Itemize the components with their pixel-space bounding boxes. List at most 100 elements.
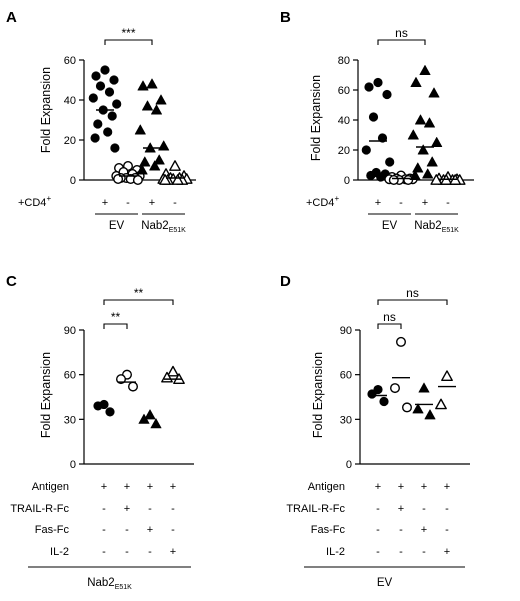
group-label: Nab2E51K [87, 577, 132, 591]
data-point [382, 89, 392, 100]
group-label: EV [377, 577, 393, 589]
y-tick-label: 0 [346, 459, 352, 471]
treatment-sign: + [421, 524, 427, 536]
treatment-row-label: IL-2 [326, 546, 345, 558]
y-tick-label: 60 [64, 55, 76, 67]
treatment-sign: - [125, 524, 129, 536]
y-tick-label: 30 [340, 414, 352, 426]
data-point [169, 160, 181, 171]
treatment-sign: + [124, 503, 130, 515]
data-point [155, 94, 167, 105]
data-point [109, 75, 119, 85]
data-point [407, 129, 419, 140]
data-point [138, 413, 150, 424]
panel-c: C Fold Expansion 0 30 60 90 ** ** Antigen + + +… [6, 273, 194, 591]
row-sign: + [102, 197, 108, 209]
treatment-row-label: TRAIL-R-Fc [10, 503, 69, 515]
y-tick-label: 40 [338, 115, 350, 127]
treatment-row-label: Antigen [308, 481, 345, 493]
data-point [390, 383, 401, 394]
treatment-sign: + [398, 481, 404, 493]
y-tick-label: 80 [338, 55, 350, 67]
data-point [159, 174, 172, 185]
significance-label: ** [134, 286, 144, 300]
treatment-sign: - [148, 503, 152, 515]
data-point [137, 80, 149, 91]
data-point [379, 396, 389, 407]
y-tick-label: 20 [64, 135, 76, 147]
panel-a-row-signs: + - + - [102, 197, 177, 209]
panel-c-letter: C [6, 273, 17, 290]
y-tick-label: 0 [344, 175, 350, 187]
data-point [95, 81, 106, 91]
treatment-sign: - [399, 524, 403, 536]
data-point [430, 174, 443, 185]
data-point [93, 401, 103, 411]
treatment-row-label: TRAIL-R-Fc [286, 503, 345, 515]
significance-label: *** [121, 26, 135, 40]
data-point [150, 418, 162, 429]
data-point [426, 156, 438, 167]
y-tick-label: 0 [70, 175, 76, 187]
row-sign: + [375, 197, 381, 209]
treatment-sign: - [445, 503, 449, 515]
panel-c-points [93, 365, 185, 429]
data-point [127, 381, 138, 392]
data-point [414, 114, 427, 125]
significance-bracket [377, 323, 402, 329]
data-point [136, 164, 148, 175]
y-tick-label: 60 [64, 370, 76, 382]
panel-a-ylabel: Fold Expansion [39, 67, 53, 153]
treatment-sign: - [148, 546, 152, 558]
y-tick-label: 30 [64, 414, 76, 426]
data-point [91, 71, 101, 81]
treatment-sign: + [147, 481, 153, 493]
data-point [366, 170, 376, 181]
significance-label: ns [395, 26, 408, 40]
data-point [424, 409, 436, 420]
panel-b-row-label: +CD4+ [306, 194, 339, 209]
data-point [423, 117, 436, 128]
treatment-sign: - [376, 524, 380, 536]
treatment-sign: - [125, 546, 129, 558]
treatment-sign: + [444, 481, 450, 493]
treatment-sign: + [398, 503, 404, 515]
data-point [93, 119, 103, 129]
data-point [412, 403, 424, 414]
panel-b-significance: ns [377, 26, 426, 45]
treatment-sign: + [124, 481, 130, 493]
data-point [441, 370, 453, 382]
data-point [107, 111, 117, 121]
panel-a-row-label: +CD4+ [18, 194, 51, 209]
group-label: Nab2E51K [141, 220, 186, 234]
data-point [167, 365, 179, 377]
data-point [105, 407, 115, 417]
treatment-sign: + [444, 546, 450, 558]
panel-d-ylabel: Fold Expansion [311, 352, 325, 438]
data-point [435, 398, 447, 410]
data-point [171, 174, 184, 185]
data-point [402, 402, 413, 413]
significance-label: ** [111, 310, 121, 324]
row-sign: - [446, 197, 450, 209]
significance-label: ns [406, 286, 419, 300]
treatment-sign: - [376, 546, 380, 558]
data-point [373, 77, 383, 88]
row-sign: - [173, 197, 177, 209]
panel-b: B Fold Expansion 0 20 40 60 80 ns +CD4+ + - + -… [280, 9, 474, 234]
panel-c-ylabel: Fold Expansion [39, 352, 53, 438]
group-label: Nab2E51K [414, 220, 459, 234]
panel-a-letter: A [6, 9, 17, 26]
data-point [422, 168, 434, 179]
panel-c-y-ticks: 0 30 60 90 [64, 325, 84, 471]
treatment-row-label: IL-2 [50, 546, 69, 558]
treatment-sign: - [102, 546, 106, 558]
data-point [139, 156, 151, 167]
panel-d-points [367, 336, 456, 420]
treatment-sign: + [421, 481, 427, 493]
y-tick-label: 90 [340, 325, 352, 337]
treatment-sign: + [170, 546, 176, 558]
treatment-sign: - [422, 546, 426, 558]
